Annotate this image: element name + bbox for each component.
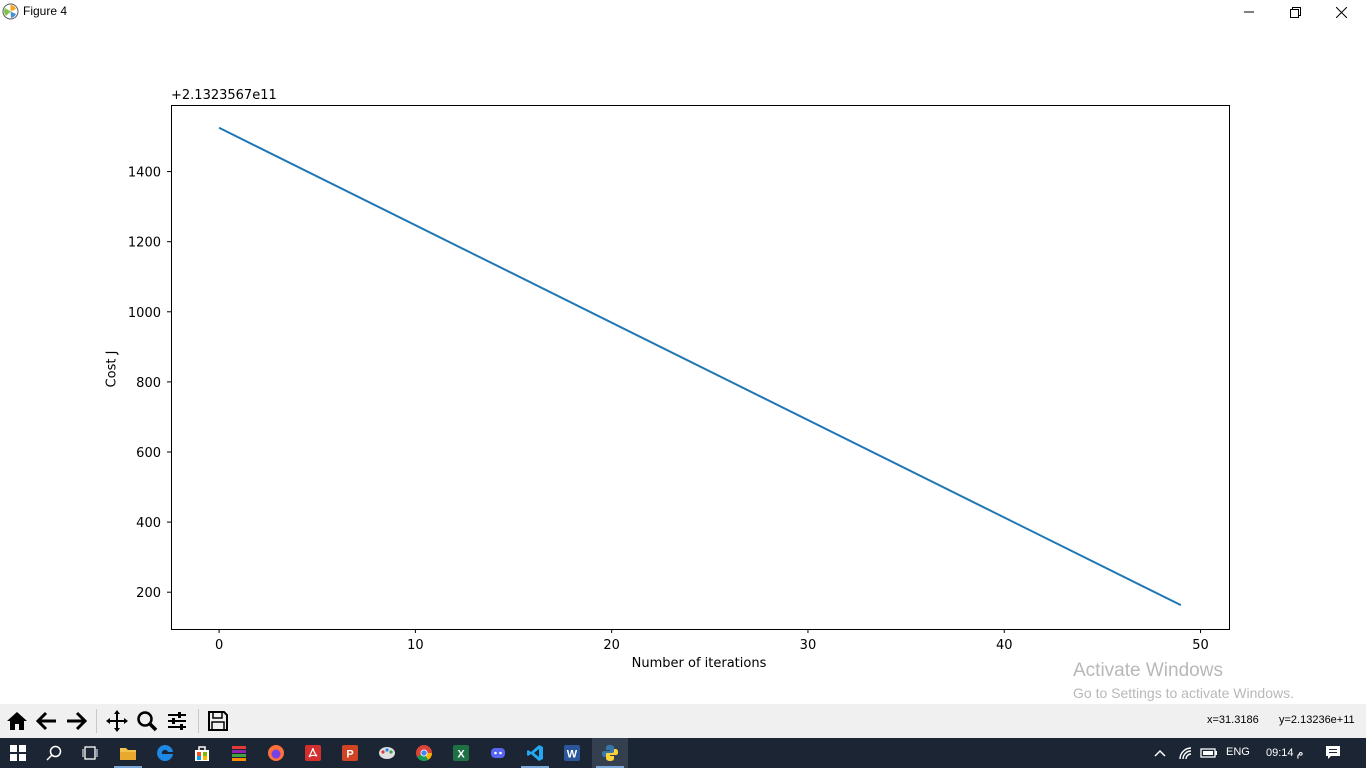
cursor-y-readout: y=2.13236e+11	[1279, 714, 1355, 726]
svg-text:P: P	[346, 749, 353, 761]
svg-text:X: X	[457, 749, 465, 761]
taskbar-vscode[interactable]	[517, 738, 553, 768]
powerpoint-icon: P	[342, 745, 358, 761]
language-indicator[interactable]: ENG	[1226, 746, 1250, 758]
wifi-icon	[1179, 747, 1192, 760]
restore-button[interactable]	[1272, 0, 1318, 24]
x-tick-label: 30	[800, 638, 817, 653]
series-line	[218, 126, 1182, 607]
forward-button[interactable]	[62, 707, 90, 735]
start-button[interactable]	[0, 738, 36, 768]
show-hidden-icons-button[interactable]	[1144, 738, 1176, 768]
y-tick-label: 200	[136, 586, 161, 601]
home-icon	[7, 712, 27, 730]
y-tick-label: 600	[136, 446, 161, 461]
back-button[interactable]	[33, 707, 61, 735]
y-offset-label: +2.1323567e11	[171, 88, 277, 103]
taskbar-clock[interactable]: 09:14 م	[1266, 747, 1304, 759]
excel-icon: X	[453, 745, 469, 761]
x-tick-label: 0	[215, 638, 223, 653]
acrobat-icon	[305, 745, 321, 761]
toolbar-separator	[198, 709, 199, 733]
taskbar-discord[interactable]	[480, 738, 516, 768]
taskbar-excel[interactable]: X	[443, 738, 479, 768]
running-indicator	[114, 766, 142, 768]
taskbar-firefox[interactable]	[258, 738, 294, 768]
plot-svg: 0 10 20 30 40 50 200 400 600 800 1000 1200 1400	[128, 105, 1230, 653]
save-button[interactable]	[204, 707, 232, 735]
store-bag-icon	[195, 746, 209, 761]
window-title: Figure 4	[23, 4, 68, 18]
y-tick-label: 1200	[128, 236, 161, 251]
search-icon	[46, 745, 62, 761]
y-tick-label: 1000	[128, 306, 161, 321]
taskbar-app-stack[interactable]	[221, 738, 257, 768]
notification-icon	[1326, 746, 1340, 759]
taskbar-acrobat[interactable]	[295, 738, 331, 768]
close-button[interactable]	[1318, 0, 1364, 24]
axes-frame	[171, 105, 1230, 630]
battery-button[interactable]	[1198, 738, 1220, 768]
activate-windows-title: Activate Windows	[1073, 660, 1223, 681]
cursor-x-readout: x=31.3186	[1207, 714, 1259, 726]
taskbar-store[interactable]	[184, 738, 220, 768]
y-tick-label: 400	[136, 516, 161, 531]
windows-logo-icon	[10, 745, 26, 761]
network-button[interactable]	[1176, 738, 1196, 768]
pan-icon	[106, 710, 128, 732]
app-stack-icon	[232, 746, 246, 761]
x-tick-label: 20	[603, 638, 620, 653]
chevron-up-icon	[1154, 749, 1166, 757]
x-axis-label: Number of iterations	[631, 656, 767, 671]
svg-text:W: W	[567, 749, 578, 761]
figure-canvas[interactable]: 0 10 20 30 40 50 200 400 600 800 1000 1200 1400 +2.1…	[0, 24, 1366, 704]
toolbar-separator	[96, 709, 97, 733]
action-center-button[interactable]	[1318, 738, 1348, 768]
matplotlib-logo-icon	[2, 3, 19, 20]
x-tick-label: 10	[407, 638, 424, 653]
chrome-icon	[416, 745, 432, 761]
x-tick-label: 40	[996, 638, 1013, 653]
firefox-icon	[268, 745, 284, 761]
taskbar-powerpoint[interactable]: P	[332, 738, 368, 768]
pan-button[interactable]	[103, 707, 131, 735]
task-view-button[interactable]	[72, 738, 108, 768]
minimize-button[interactable]	[1226, 0, 1272, 24]
y-tick-label: 1400	[128, 166, 161, 181]
search-button[interactable]	[36, 738, 72, 768]
paint-palette-icon	[379, 747, 395, 759]
taskbar-edge[interactable]	[147, 738, 183, 768]
python-icon	[602, 745, 618, 761]
taskbar-python[interactable]	[592, 738, 628, 768]
folder-icon	[120, 748, 136, 760]
taskbar-chrome[interactable]	[406, 738, 442, 768]
y-tick-label: 800	[136, 376, 161, 391]
taskbar-word[interactable]: W	[554, 738, 590, 768]
configure-subplots-button[interactable]	[163, 707, 191, 735]
activate-windows-subtitle: Go to Settings to activate Windows.	[1073, 685, 1294, 701]
taskbar-file-explorer[interactable]	[110, 738, 146, 768]
matplotlib-toolbar: x=31.3186 y=2.13236e+11	[0, 704, 1366, 738]
vscode-icon	[527, 745, 543, 761]
configure-icon	[168, 712, 186, 730]
taskbar-paint[interactable]	[369, 738, 405, 768]
battery-icon	[1200, 748, 1217, 758]
discord-icon	[491, 748, 505, 758]
zoom-button[interactable]	[133, 707, 161, 735]
back-arrow-icon	[36, 711, 56, 731]
y-axis-label: Cost J	[104, 350, 120, 388]
running-indicator	[596, 766, 624, 768]
zoom-icon	[137, 711, 158, 732]
windows-taskbar: P X W ENG 09:14 م	[0, 738, 1366, 768]
forward-arrow-icon	[67, 711, 87, 731]
title-bar: Figure 4	[0, 0, 1366, 24]
x-tick-label: 50	[1192, 638, 1209, 653]
task-view-icon	[82, 746, 98, 760]
home-button[interactable]	[3, 707, 31, 735]
running-indicator	[521, 766, 549, 768]
save-icon	[208, 711, 228, 731]
word-icon: W	[564, 745, 580, 761]
edge-icon	[157, 744, 173, 761]
